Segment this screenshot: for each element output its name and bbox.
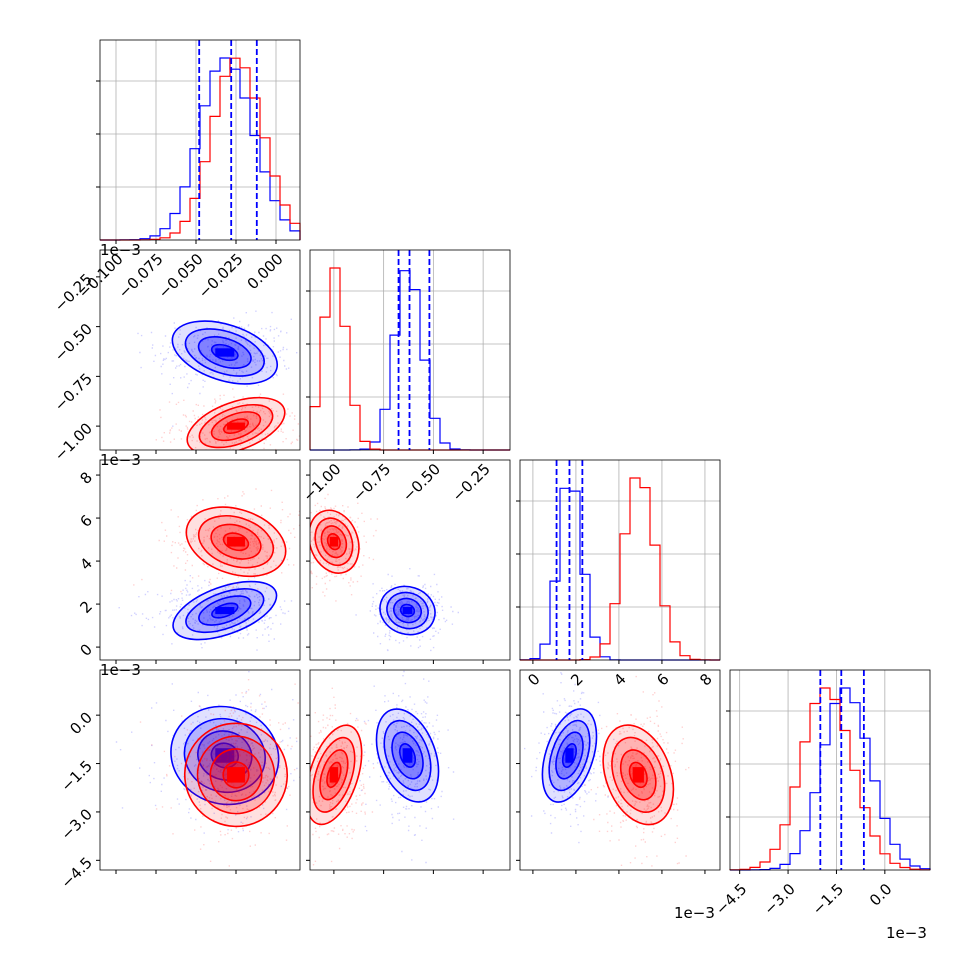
y-tick-label: 0.0 xyxy=(66,708,96,738)
x-tick-label: −1.00 xyxy=(299,460,344,505)
scatter-panel-3-1 xyxy=(306,669,511,874)
scatter-panel-3-2 xyxy=(516,669,721,874)
density-peak-series-1 xyxy=(632,767,644,783)
y-tick-label: −4.5 xyxy=(58,854,96,892)
histogram-series-1 xyxy=(729,687,931,871)
density-peak-series-1 xyxy=(329,536,339,547)
y-offset-label: 1e−3 xyxy=(100,241,141,259)
histogram-series-0 xyxy=(100,57,301,241)
density-peak-series-0 xyxy=(565,748,574,763)
histogram-series-0 xyxy=(730,687,931,871)
panel-frame xyxy=(99,249,301,451)
y-tick-label: 6 xyxy=(77,511,96,530)
x-tick-label: −1.5 xyxy=(809,880,847,918)
hist-frame xyxy=(309,249,511,451)
density-peak-series-1 xyxy=(227,422,245,430)
density-peak-series-0 xyxy=(215,606,235,615)
x-tick-label: 0.0 xyxy=(866,880,896,910)
panel-frame xyxy=(99,669,301,871)
x-tick-label: 4 xyxy=(610,670,629,689)
scatter-panel-1-0 xyxy=(96,249,301,454)
density-peak-series-0 xyxy=(402,748,413,763)
panel-frame xyxy=(519,669,721,871)
x-tick-label: 0.000 xyxy=(244,250,287,293)
y-tick-label: −1.5 xyxy=(58,757,96,795)
x-tick-label: 0 xyxy=(524,670,543,689)
density-peak-series-1 xyxy=(227,536,245,547)
y-tick-label: −3.0 xyxy=(58,805,96,843)
density-peak-series-0 xyxy=(215,348,235,357)
y-offset-label: 1e−3 xyxy=(100,661,141,679)
x-tick-label: 6 xyxy=(653,670,672,689)
x-tick-label: −3.0 xyxy=(760,880,798,918)
x-tick-label: 2 xyxy=(567,670,586,689)
hist-panel-0 xyxy=(96,39,301,244)
hist-frame xyxy=(99,39,301,241)
hist-panel-1 xyxy=(306,249,511,454)
x-tick-label: −0.50 xyxy=(399,460,444,505)
hist-frame xyxy=(519,459,721,661)
x-offset-label: 1e−3 xyxy=(674,904,715,922)
x-tick-label: −0.75 xyxy=(349,460,394,505)
scatter-panel-2-0 xyxy=(96,459,301,664)
x-tick-label: 8 xyxy=(696,670,715,689)
density-peak-series-1 xyxy=(329,767,339,783)
y-tick-label: −0.50 xyxy=(51,320,96,365)
hist-panel-2 xyxy=(516,459,721,664)
y-tick-label: −0.75 xyxy=(51,370,96,415)
hist-panel-3 xyxy=(726,669,931,874)
scatter-panel-3-0 xyxy=(96,669,301,874)
density-peak-series-1 xyxy=(227,767,245,783)
scatter-panel-2-1 xyxy=(306,459,511,664)
panel-frame xyxy=(309,459,511,661)
x-offset-label: 1e−3 xyxy=(886,924,927,942)
y-tick-label: −1.00 xyxy=(51,419,96,464)
density-peak-series-0 xyxy=(215,748,235,763)
scatter-points-series-0 xyxy=(355,568,459,652)
x-tick-label: −0.025 xyxy=(195,250,247,302)
y-tick-label: 0 xyxy=(77,640,96,659)
panel-frame xyxy=(99,459,301,661)
panel-frame xyxy=(309,669,511,871)
y-tick-label: 2 xyxy=(77,597,96,616)
scatter-points-series-0 xyxy=(524,672,620,844)
scatter-points-series-1 xyxy=(155,388,300,450)
x-tick-label: −0.25 xyxy=(449,460,494,505)
density-peak-series-0 xyxy=(402,606,413,615)
hist-frame xyxy=(729,669,931,871)
y-tick-label: 8 xyxy=(77,468,96,487)
y-tick-label: 4 xyxy=(77,554,96,573)
y-offset-label: 1e−3 xyxy=(100,451,141,469)
x-tick-label: −4.5 xyxy=(712,880,750,918)
